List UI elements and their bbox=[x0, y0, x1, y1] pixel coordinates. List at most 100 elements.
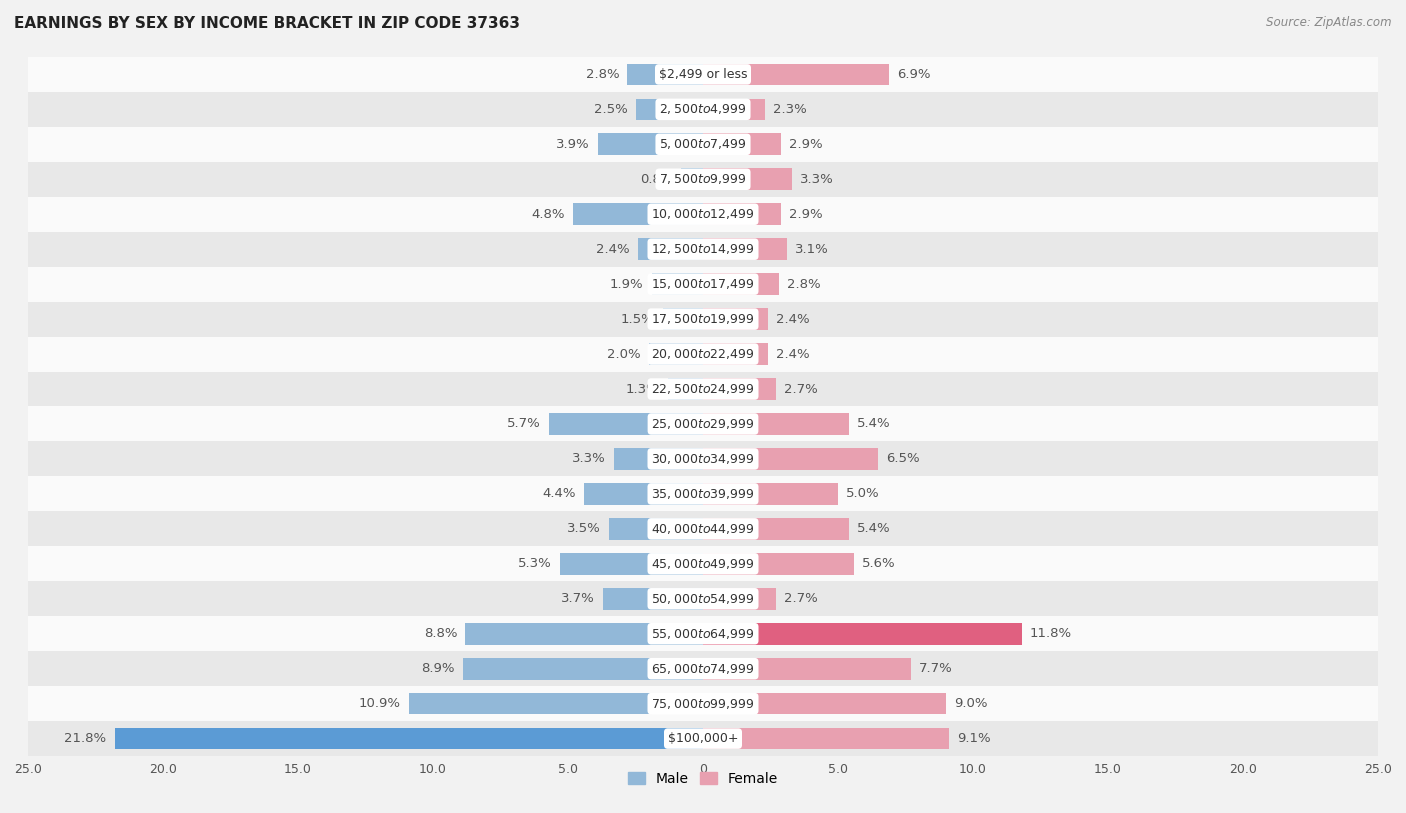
Text: 8.9%: 8.9% bbox=[422, 663, 454, 675]
Bar bbox=[703, 623, 1022, 645]
Text: 7.7%: 7.7% bbox=[920, 663, 953, 675]
Bar bbox=[703, 203, 782, 225]
Text: $2,500 to $4,999: $2,500 to $4,999 bbox=[659, 102, 747, 116]
Bar bbox=[28, 57, 1378, 92]
Bar bbox=[668, 378, 703, 400]
Bar bbox=[28, 302, 1378, 337]
Text: 2.4%: 2.4% bbox=[776, 348, 810, 360]
Text: 5.4%: 5.4% bbox=[856, 523, 890, 535]
Text: $100,000+: $100,000+ bbox=[668, 733, 738, 745]
Bar bbox=[650, 343, 703, 365]
Bar bbox=[28, 372, 1378, 406]
Bar bbox=[703, 588, 776, 610]
Text: 2.9%: 2.9% bbox=[789, 138, 823, 150]
Bar bbox=[703, 63, 889, 85]
Text: $50,000 to $54,999: $50,000 to $54,999 bbox=[651, 592, 755, 606]
Bar bbox=[682, 168, 703, 190]
Text: 6.9%: 6.9% bbox=[897, 68, 931, 80]
Bar bbox=[627, 63, 703, 85]
Bar bbox=[703, 728, 949, 750]
Bar bbox=[28, 476, 1378, 511]
Text: 2.5%: 2.5% bbox=[593, 103, 627, 115]
Bar bbox=[28, 162, 1378, 197]
Bar bbox=[703, 378, 776, 400]
Bar bbox=[28, 127, 1378, 162]
Bar bbox=[703, 343, 768, 365]
Bar bbox=[603, 588, 703, 610]
Text: 3.7%: 3.7% bbox=[561, 593, 595, 605]
Text: EARNINGS BY SEX BY INCOME BRACKET IN ZIP CODE 37363: EARNINGS BY SEX BY INCOME BRACKET IN ZIP… bbox=[14, 16, 520, 31]
Text: $17,500 to $19,999: $17,500 to $19,999 bbox=[651, 312, 755, 326]
Bar bbox=[614, 448, 703, 470]
Text: 3.3%: 3.3% bbox=[800, 173, 834, 185]
Text: 2.4%: 2.4% bbox=[596, 243, 630, 255]
Bar bbox=[636, 98, 703, 120]
Text: $30,000 to $34,999: $30,000 to $34,999 bbox=[651, 452, 755, 466]
Bar bbox=[609, 518, 703, 540]
Text: 0.8%: 0.8% bbox=[640, 173, 673, 185]
Text: $22,500 to $24,999: $22,500 to $24,999 bbox=[651, 382, 755, 396]
Text: $40,000 to $44,999: $40,000 to $44,999 bbox=[651, 522, 755, 536]
Text: $35,000 to $39,999: $35,000 to $39,999 bbox=[651, 487, 755, 501]
Text: $7,500 to $9,999: $7,500 to $9,999 bbox=[659, 172, 747, 186]
Bar bbox=[703, 168, 792, 190]
Text: $25,000 to $29,999: $25,000 to $29,999 bbox=[651, 417, 755, 431]
Text: 2.4%: 2.4% bbox=[776, 313, 810, 325]
Text: 2.8%: 2.8% bbox=[586, 68, 619, 80]
Text: Source: ZipAtlas.com: Source: ZipAtlas.com bbox=[1267, 16, 1392, 29]
Bar bbox=[28, 232, 1378, 267]
Bar bbox=[652, 273, 703, 295]
Text: 5.3%: 5.3% bbox=[517, 558, 551, 570]
Text: 2.3%: 2.3% bbox=[773, 103, 807, 115]
Text: 11.8%: 11.8% bbox=[1029, 628, 1071, 640]
Bar bbox=[28, 511, 1378, 546]
Bar bbox=[463, 658, 703, 680]
Text: 1.9%: 1.9% bbox=[610, 278, 644, 290]
Text: $15,000 to $17,499: $15,000 to $17,499 bbox=[651, 277, 755, 291]
Bar bbox=[703, 448, 879, 470]
Text: 3.3%: 3.3% bbox=[572, 453, 606, 465]
Bar bbox=[585, 483, 703, 505]
Bar bbox=[28, 441, 1378, 476]
Text: 21.8%: 21.8% bbox=[65, 733, 107, 745]
Text: $2,499 or less: $2,499 or less bbox=[659, 68, 747, 80]
Text: $10,000 to $12,499: $10,000 to $12,499 bbox=[651, 207, 755, 221]
Text: 2.7%: 2.7% bbox=[785, 593, 818, 605]
Text: 8.8%: 8.8% bbox=[423, 628, 457, 640]
Text: 3.9%: 3.9% bbox=[555, 138, 589, 150]
Text: $45,000 to $49,999: $45,000 to $49,999 bbox=[651, 557, 755, 571]
Bar bbox=[703, 133, 782, 155]
Bar bbox=[703, 483, 838, 505]
Text: 2.8%: 2.8% bbox=[787, 278, 820, 290]
Bar bbox=[28, 686, 1378, 721]
Bar bbox=[28, 267, 1378, 302]
Bar bbox=[28, 197, 1378, 232]
Bar bbox=[703, 553, 855, 575]
Bar bbox=[662, 308, 703, 330]
Bar bbox=[703, 413, 849, 435]
Text: 10.9%: 10.9% bbox=[359, 698, 401, 710]
Bar bbox=[703, 238, 787, 260]
Bar bbox=[28, 616, 1378, 651]
Text: 2.7%: 2.7% bbox=[785, 383, 818, 395]
Text: 3.5%: 3.5% bbox=[567, 523, 600, 535]
Text: 1.5%: 1.5% bbox=[620, 313, 654, 325]
Bar bbox=[114, 728, 703, 750]
Bar bbox=[560, 553, 703, 575]
Bar bbox=[28, 337, 1378, 372]
Bar bbox=[465, 623, 703, 645]
Bar bbox=[550, 413, 703, 435]
Text: 6.5%: 6.5% bbox=[887, 453, 920, 465]
Text: 5.7%: 5.7% bbox=[508, 418, 541, 430]
Text: 4.8%: 4.8% bbox=[531, 208, 565, 220]
Bar bbox=[703, 518, 849, 540]
Bar bbox=[598, 133, 703, 155]
Bar bbox=[409, 693, 703, 715]
Text: 9.0%: 9.0% bbox=[955, 698, 987, 710]
Text: 3.1%: 3.1% bbox=[794, 243, 828, 255]
Bar bbox=[28, 92, 1378, 127]
Text: 5.4%: 5.4% bbox=[856, 418, 890, 430]
Text: 1.3%: 1.3% bbox=[626, 383, 659, 395]
Text: $20,000 to $22,499: $20,000 to $22,499 bbox=[651, 347, 755, 361]
Bar bbox=[703, 658, 911, 680]
